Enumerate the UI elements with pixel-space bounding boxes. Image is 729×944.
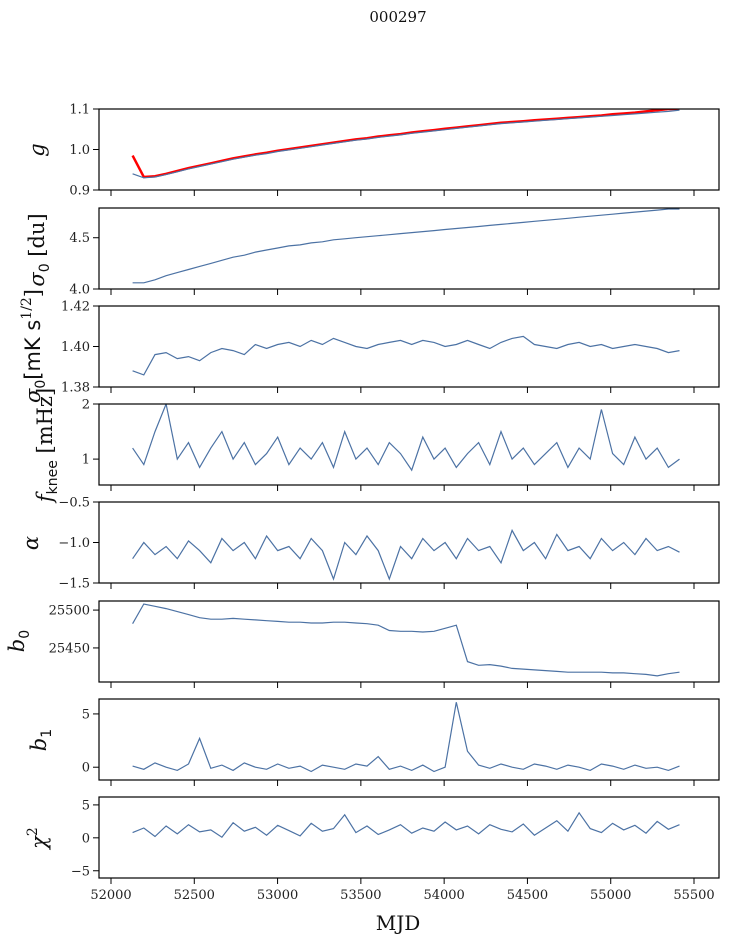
ylabel-superscript: 1/2 xyxy=(19,297,35,320)
axes-frame xyxy=(98,403,720,486)
ylabel-superscript: 2 xyxy=(25,827,41,836)
ylabel-subscript: knee xyxy=(45,460,61,494)
y-tick-label: −1.5 xyxy=(58,577,90,592)
subplot-6: 0 5 b1 xyxy=(27,698,720,786)
x-tick-label: 54500 xyxy=(507,888,548,903)
subplot-3: 1 2 fknee [mHz] xyxy=(33,388,720,504)
ylabel-main: b xyxy=(5,639,29,652)
y-tick-label: 25500 xyxy=(49,604,90,619)
ylabel-main: g xyxy=(25,143,49,156)
ylabel-unit: [du] xyxy=(25,213,49,263)
series-line-fknee xyxy=(132,404,680,472)
y-axis-label: σ0[mK s1/2] xyxy=(19,289,49,403)
subplot-7: 52000 52500 53000 53500 54000 54500 55000 55500… xyxy=(25,796,720,903)
y-tick-label: 0 xyxy=(82,761,90,776)
series-line-sigma0_mK xyxy=(132,335,680,376)
x-tick-label: 55000 xyxy=(590,888,631,903)
y-axis-label: g xyxy=(25,143,49,156)
subplot-5: 25450 25500 b0 xyxy=(5,600,720,688)
ylabel-unit: [mK s xyxy=(21,320,45,380)
chart-title: 000297 xyxy=(369,8,426,26)
ylabel-subscript: 0 xyxy=(37,263,53,272)
ylabel-main: χ xyxy=(27,835,51,851)
ylabel-main: f xyxy=(33,491,57,504)
x-tick-label: 52500 xyxy=(174,888,215,903)
y-axis-label: b1 xyxy=(27,729,55,751)
series-line-alpha xyxy=(132,528,680,581)
ylabel-main: b xyxy=(27,738,51,751)
y-tick-label: −5 xyxy=(71,864,90,879)
series-line-sigma0_du xyxy=(132,208,680,284)
ylabel-main: α xyxy=(19,536,43,550)
ylabel-subscript: 1 xyxy=(39,729,55,738)
y-tick-label: −1.0 xyxy=(58,536,90,551)
series-line-g-flagged xyxy=(131,109,680,179)
ylabel-subscript: 0 xyxy=(17,630,33,639)
y-tick-label: 5 xyxy=(82,707,90,722)
x-tick-label: 53500 xyxy=(340,888,381,903)
y-tick-label: 4.5 xyxy=(69,231,90,246)
y-axis-label: fknee [mHz] xyxy=(33,388,61,504)
y-tick-label: 1.40 xyxy=(61,340,90,355)
y-tick-label: −0.5 xyxy=(58,496,90,511)
y-tick-label: 0.9 xyxy=(69,184,90,199)
subplot-0: 0.9 1.0 1.1 g xyxy=(25,103,720,199)
y-tick-label: 4.0 xyxy=(69,283,90,298)
y-tick-label: 2 xyxy=(82,398,90,413)
axes-frame xyxy=(98,698,720,781)
subplot-1: 4.0 4.5 σ0 [du] xyxy=(25,207,720,298)
series-line-b0 xyxy=(132,603,680,677)
y-axis-label: χ2 xyxy=(25,827,51,851)
x-tick-label: 53000 xyxy=(257,888,298,903)
ylabel-unit: [mHz] xyxy=(33,388,57,460)
y-axis-label: α xyxy=(19,536,43,550)
subplots: 0.91.01.1g4.04.5σ0 [du]1.381.401.42σ0[mK… xyxy=(5,103,720,903)
subplot-2: 1.38 1.40 1.42 σ0[mK s1/2] xyxy=(19,289,720,403)
y-tick-label: 1.0 xyxy=(69,143,90,158)
x-axis-label: MJD xyxy=(376,911,421,935)
ylabel-main: σ xyxy=(21,388,45,403)
ylabel-main: σ xyxy=(25,272,49,287)
x-tick-label: 55500 xyxy=(673,888,714,903)
x-tick-label: 54000 xyxy=(423,888,464,903)
axes-frame xyxy=(98,600,720,683)
axes-frame xyxy=(98,207,720,290)
ylabel-subscript: 0 xyxy=(33,380,49,389)
series-line-chi2 xyxy=(132,811,680,839)
y-tick-label: 1.42 xyxy=(61,300,90,315)
y-tick-label: 1.38 xyxy=(61,381,90,396)
y-tick-label: 25450 xyxy=(49,641,90,656)
y-tick-label: 0 xyxy=(82,831,90,846)
x-tick-label: 52000 xyxy=(90,888,131,903)
y-tick-label: 1 xyxy=(82,453,90,468)
ylabel-bracket: ] xyxy=(21,289,45,297)
series-line-g xyxy=(132,109,680,179)
axes-frame xyxy=(98,108,720,191)
axes-frame xyxy=(98,501,720,584)
y-axis-label: b0 xyxy=(5,630,33,652)
y-tick-label: 1.1 xyxy=(69,103,90,118)
y-tick-label: 5 xyxy=(82,798,90,813)
axes-frame xyxy=(98,796,720,879)
subplot-4: −1.5 −1.0 −0.5 α xyxy=(19,496,720,592)
y-axis-label: σ0 [du] xyxy=(25,213,53,286)
series-line-b1 xyxy=(132,702,680,773)
